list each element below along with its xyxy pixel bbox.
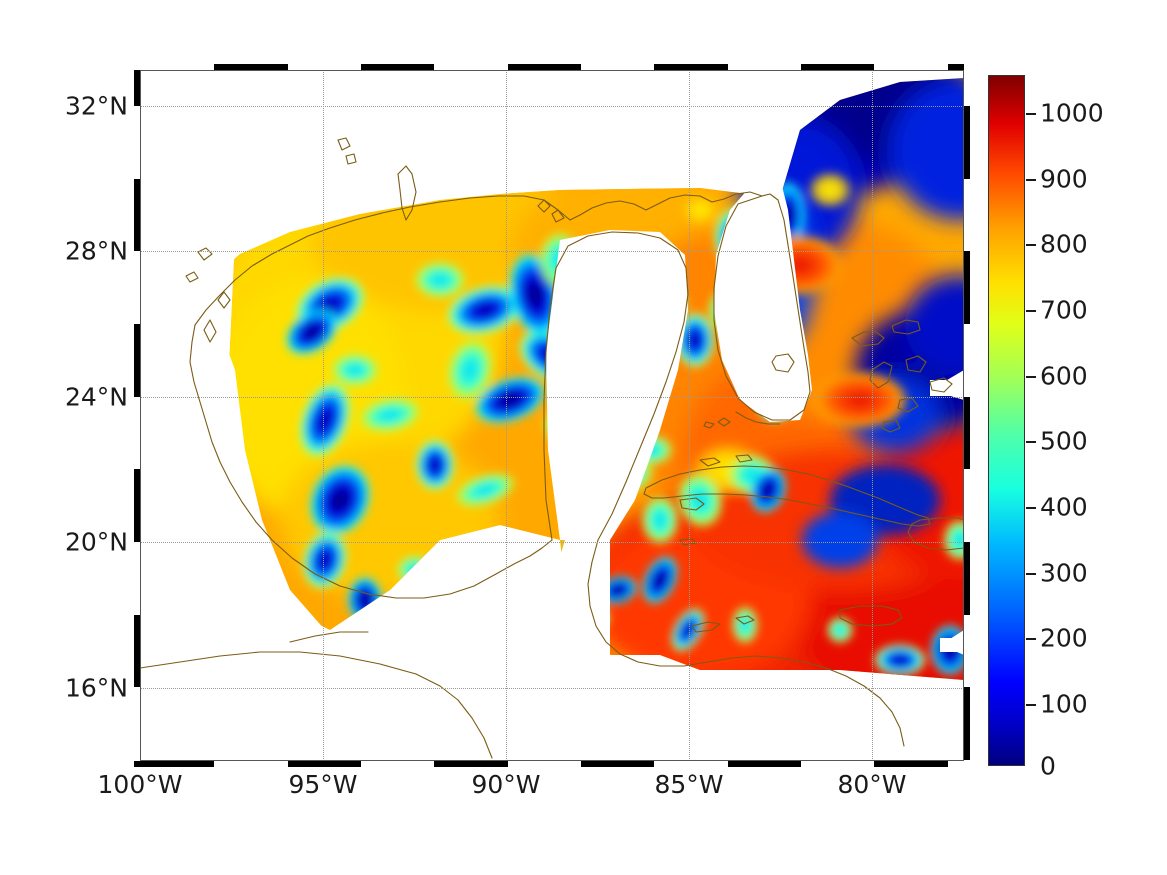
map-raster-clip: [140, 70, 964, 761]
colorbar-tick-500: [1026, 441, 1036, 443]
colorbar-label-300: 300: [1040, 558, 1088, 588]
colorbar-label-100: 100: [1040, 689, 1088, 719]
colorbar-label-600: 600: [1040, 361, 1088, 391]
colorbar-label-500: 500: [1040, 426, 1088, 456]
colorbar-tick-200: [1026, 638, 1036, 640]
colorbar-label-900: 900: [1040, 164, 1088, 194]
colorbar-tick-800: [1026, 244, 1036, 246]
colorbar-tick-400: [1026, 507, 1036, 509]
map-axes[interactable]: [140, 70, 964, 761]
gridline-lon-80: [872, 70, 873, 761]
xtick-label-95W: 95°W: [288, 770, 358, 799]
ocean-data-raster: [140, 70, 964, 761]
colorbar-label-700: 700: [1040, 295, 1088, 325]
colorbar-tick-700: [1026, 310, 1036, 312]
gridline-lat-28: [140, 251, 964, 252]
xtick-label-80W: 80°W: [837, 770, 907, 799]
xtick-label-100W: 100°W: [97, 770, 183, 799]
colorbar-tick-900: [1026, 179, 1036, 181]
ytick-label-16N: 16°N: [64, 673, 128, 703]
gridline-lat-16: [140, 688, 964, 689]
gridline-lon-85: [689, 70, 690, 761]
gridline-lon-90: [506, 70, 507, 761]
ytick-label-20N: 20°N: [64, 527, 128, 557]
colorbar-tick-1000: [1026, 113, 1036, 115]
xtick-label-90W: 90°W: [471, 770, 541, 799]
colorbar[interactable]: [988, 75, 1025, 766]
colorbar-label-400: 400: [1040, 492, 1088, 522]
colorbar-label-800: 800: [1040, 229, 1088, 259]
gridline-lon-95: [323, 70, 324, 761]
xtick-label-85W: 85°W: [654, 770, 724, 799]
ytick-label-24N: 24°N: [64, 382, 128, 412]
gridline-lat-24: [140, 397, 964, 398]
coastlines: [140, 137, 964, 759]
colorbar-tick-100: [1026, 704, 1036, 706]
colorbar-label-1000: 1000: [1040, 98, 1104, 128]
ytick-label-28N: 28°N: [64, 236, 128, 266]
colorbar-label-0: 0: [1040, 751, 1056, 781]
colorbar-label-200: 200: [1040, 623, 1088, 653]
colorbar-tick-600: [1026, 376, 1036, 378]
ytick-label-32N: 32°N: [64, 91, 128, 121]
colorbar-tick-300: [1026, 573, 1036, 575]
gridline-lat-32: [140, 106, 964, 107]
colorbar-gradient: [989, 76, 1024, 765]
gridline-lat-20: [140, 542, 964, 543]
